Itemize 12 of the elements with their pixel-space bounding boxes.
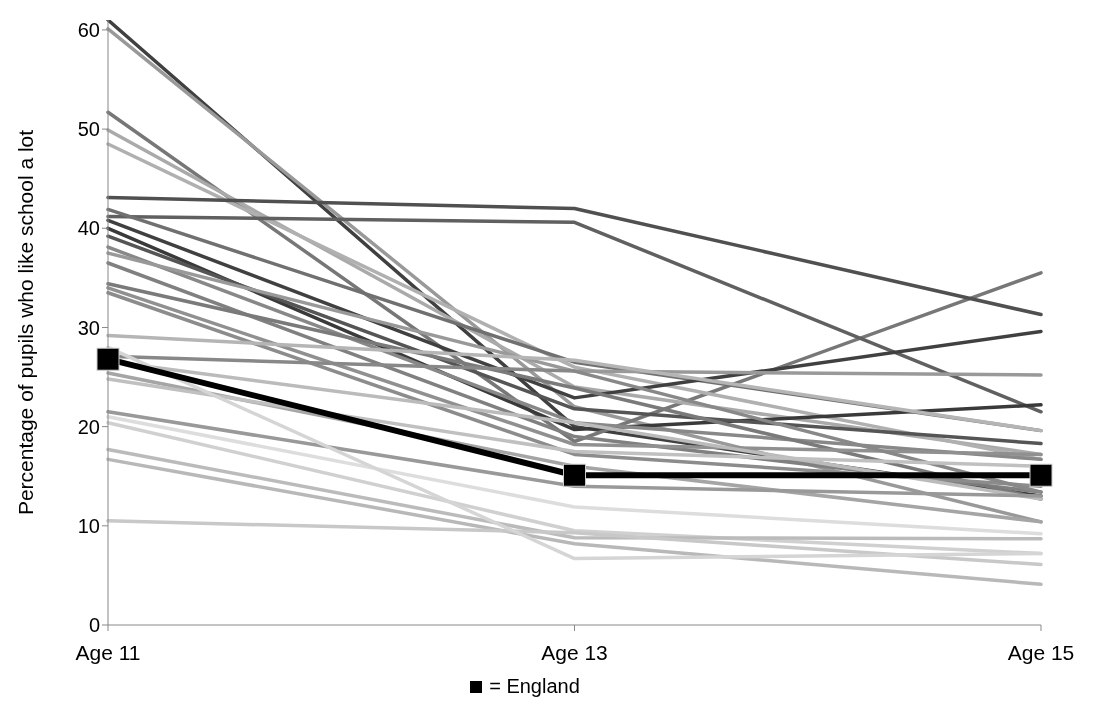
y-tick-label: 30 [77, 316, 100, 339]
x-tick-label: Age 11 [75, 640, 141, 664]
x-tick-label: Age 13 [541, 640, 608, 664]
y-tick-label: 40 [77, 217, 100, 240]
y-tick-label: 0 [88, 614, 100, 637]
y-tick-label: 50 [77, 118, 100, 141]
y-tick-label: 60 [77, 19, 100, 42]
y-axis-title: Percentage of pupils who like school a lot [14, 129, 38, 516]
y-tick-label: 20 [77, 415, 100, 438]
legend-label: = England [489, 675, 580, 698]
y-tick-label: 10 [77, 514, 100, 537]
x-tick-label: Age 15 [1007, 640, 1075, 664]
